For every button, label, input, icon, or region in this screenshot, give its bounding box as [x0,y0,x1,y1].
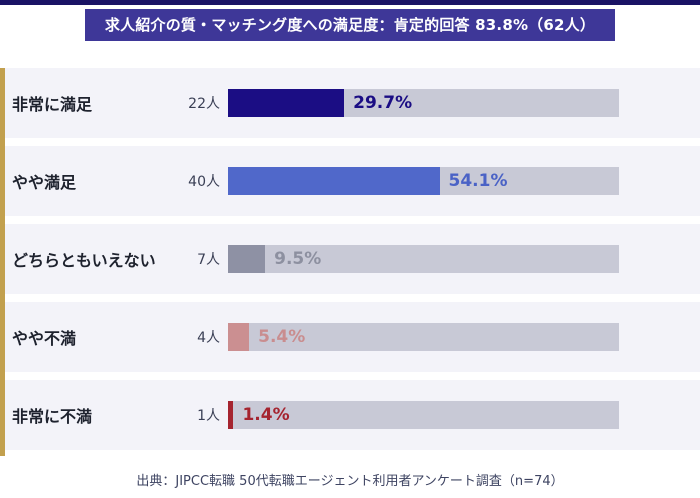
category-label: やや満足 [12,173,77,192]
bar-fill [228,323,250,351]
category-label: やや不満 [12,329,77,348]
count-label: 22人 [188,96,220,112]
bar-track: 1.4% [228,401,619,429]
bar-track: 5.4% [228,323,619,351]
category-label: 非常に不満 [12,407,93,426]
bar-track: 9.5% [228,245,619,273]
category-label: どちらともいえない [12,251,156,270]
count-label: 4人 [197,330,220,346]
count-label: 40人 [188,174,220,190]
bar-track: 29.7% [228,89,619,117]
bar-fill [228,89,345,117]
bar-track: 54.1% [228,167,619,195]
value-label: 5.4% [258,327,306,347]
chart-row: どちらともいえない 7人 9.5% [0,224,700,294]
value-label: 54.1% [448,171,508,191]
title-wrap: 求人紹介の質・マッチング度への満足度：肯定的回答 83.8%（62人） [0,9,700,41]
bar-fill [228,245,266,273]
chart-rows: 非常に満足 22人 29.7% やや満足 40人 54.1% どちらともいえない… [0,68,700,450]
source-note: 出典：JIPCC転職 50代転職エージェント利用者アンケート調査（n=74） [136,474,564,489]
value-label: 9.5% [274,249,322,269]
value-label: 29.7% [353,93,413,113]
bar-chart: 非常に満足 22人 29.7% やや満足 40人 54.1% どちらともいえない… [0,68,700,456]
chart-row: やや満足 40人 54.1% [0,146,700,216]
chart-row: 非常に満足 22人 29.7% [0,68,700,138]
left-accent-stripe [0,68,5,456]
top-border-rule [0,0,700,5]
category-label: 非常に満足 [12,95,93,114]
chart-title-banner: 求人紹介の質・マッチング度への満足度：肯定的回答 83.8%（62人） [84,9,616,41]
count-label: 1人 [197,408,220,424]
chart-row: やや不満 4人 5.4% [0,302,700,372]
value-label: 1.4% [242,405,290,425]
bar-fill [228,401,234,429]
bar-fill [228,167,440,195]
count-label: 7人 [197,252,220,268]
chart-row: 非常に不満 1人 1.4% [0,380,700,450]
